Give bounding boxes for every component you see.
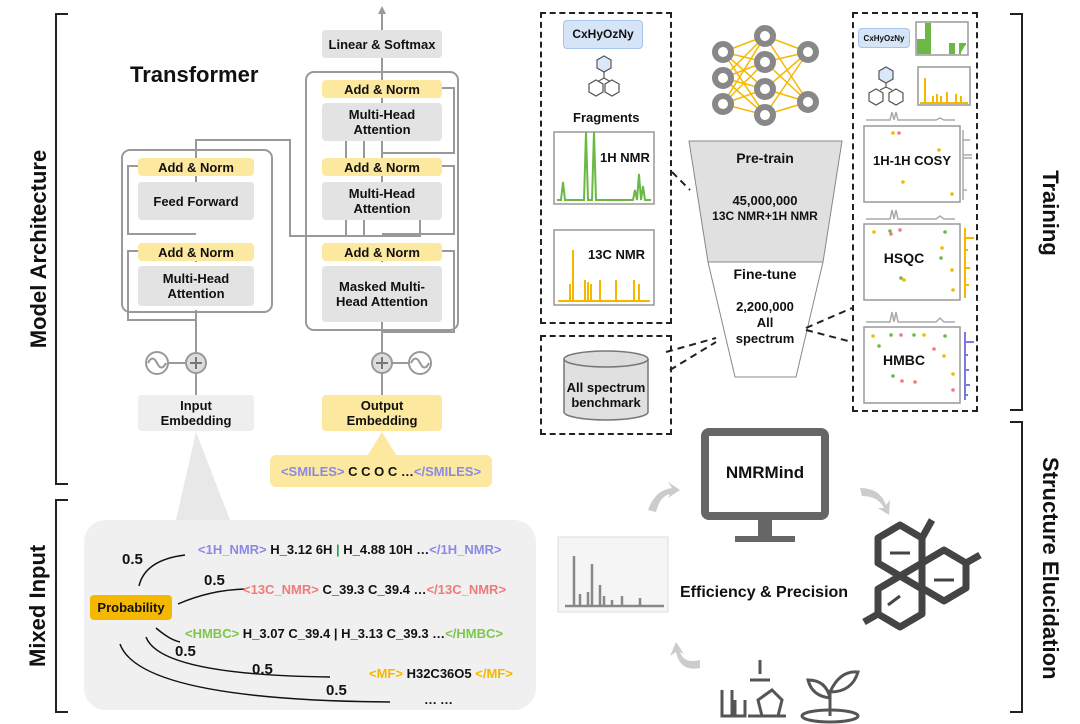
- input-embedding: Input Embedding: [138, 395, 254, 431]
- transformer-title: Transformer: [130, 62, 259, 87]
- decoder-multi-head-attention-2: Multi-Head Attention: [322, 182, 442, 220]
- app-name: NMRMind: [725, 462, 805, 482]
- decoder-add-norm-1: Add & Norm: [322, 80, 442, 98]
- smiles-content: C C O C …: [344, 463, 414, 479]
- fragment-structure-icon: [588, 55, 620, 97]
- encoder-multi-head-attention: Multi-Head Attention: [138, 266, 254, 306]
- tag-open: <1H_NMR>: [198, 542, 267, 557]
- decoder-add-norm-3: Add & Norm: [322, 243, 442, 261]
- formula-badge: CxHyOzNy: [563, 20, 643, 49]
- tokens: H_4.88 10H …: [339, 542, 430, 557]
- formula-badge-small: CxHyOzNy: [858, 28, 910, 48]
- tag-close: </HMBC>: [445, 626, 503, 641]
- benchmark-label: All spectrum benchmark: [566, 380, 646, 410]
- input-line-hmbc: <HMBC> H_3.07 C_39.4 | H_3.13 C_39.3 …</…: [185, 626, 503, 641]
- tag-close: </13C_NMR>: [426, 582, 507, 597]
- separator: |: [336, 542, 340, 557]
- decoder-masked-multi-head-attention: Masked Multi-Head Attention: [322, 266, 442, 322]
- fragments-label: Fragments: [573, 110, 640, 125]
- finetune-data-2: spectrum: [735, 330, 795, 346]
- pretrain-count: 45,000,000: [732, 192, 798, 208]
- tag-open: <13C_NMR>: [243, 582, 319, 597]
- tokens: H_3.07 C_39.4 | H_3.13 C_39.3 …: [239, 626, 446, 641]
- spectra-box: [852, 12, 978, 412]
- hmbc-label: HMBC: [883, 351, 925, 368]
- pretrain-data: 13C NMR+1H NMR: [712, 208, 818, 223]
- encoder-add-norm-bottom: Add & Norm: [138, 243, 254, 261]
- plant-icon: [800, 670, 860, 724]
- cosy-label: 1H-1H COSY: [872, 152, 952, 168]
- finetune-label: Fine-tune: [733, 265, 797, 282]
- weight-1h: 0.5: [122, 551, 143, 568]
- spectrum-plot-icon: [557, 536, 669, 613]
- h-nmr-label: 1H NMR: [600, 150, 650, 165]
- input-line-13c-nmr: <13C_NMR> C_39.3 C_39.4 …</13C_NMR>: [243, 582, 506, 597]
- weight-13c: 0.5: [204, 572, 225, 589]
- decoder-add-norm-2: Add & Norm: [322, 158, 442, 176]
- c-nmr-label: 13C NMR: [588, 247, 646, 262]
- smiles-close-tag: </SMILES>: [413, 463, 482, 479]
- weight-more: 0.5: [326, 682, 347, 699]
- smiles-sequence: <SMILES> C C O C … </SMILES>: [270, 455, 492, 487]
- tokens: H32C36O5: [402, 666, 476, 681]
- weight-mf: 0.5: [252, 661, 273, 678]
- encoder-feed-forward: Feed Forward: [138, 182, 254, 220]
- tokens: C_39.3 C_39.4 …: [318, 582, 427, 597]
- weight-hmbc: 0.5: [175, 643, 196, 660]
- arrow-icon: [670, 642, 700, 669]
- pretrain-label: Pre-train: [736, 149, 794, 166]
- probability-badge: Probability: [90, 595, 172, 620]
- input-ellipsis: ……: [424, 692, 456, 707]
- tag-open: <MF>: [369, 666, 403, 681]
- arrow-icon: [648, 482, 680, 512]
- tagline: Efficiency & Precision: [680, 584, 849, 601]
- lab-flask-icon: [720, 660, 786, 718]
- finetune-funnel: [707, 261, 824, 378]
- database-icon: [563, 350, 649, 421]
- molecule-icon: [862, 518, 982, 631]
- tag-open: <HMBC>: [185, 626, 240, 641]
- input-data-box: [540, 12, 672, 324]
- input-line-mf: <MF> H32C36O5 </MF>: [369, 666, 513, 681]
- tokens: H_3.12 6H: [266, 542, 337, 557]
- tag-close: </MF>: [475, 666, 513, 681]
- output-embedding: Output Embedding: [322, 395, 442, 431]
- decoder-linear-softmax: Linear & Softmax: [322, 30, 442, 58]
- monitor-icon: [701, 428, 829, 542]
- tag-close: </1H_NMR>: [429, 542, 502, 557]
- neural-network-icon: [722, 35, 809, 116]
- smiles-open-tag: <SMILES>: [280, 463, 345, 479]
- finetune-count: 2,200,000: [736, 298, 794, 314]
- encoder-add-norm-top: Add & Norm: [138, 158, 254, 176]
- decoder-multi-head-attention-1: Multi-Head Attention: [322, 103, 442, 141]
- arrow-icon: [860, 488, 890, 515]
- benchmark-box: [540, 335, 672, 435]
- hsqc-label: HSQC: [883, 249, 925, 266]
- finetune-data-1: All: [756, 314, 774, 330]
- input-line-1h-nmr: <1H_NMR> H_3.12 6H | H_4.88 10H …</1H_NM…: [198, 542, 502, 557]
